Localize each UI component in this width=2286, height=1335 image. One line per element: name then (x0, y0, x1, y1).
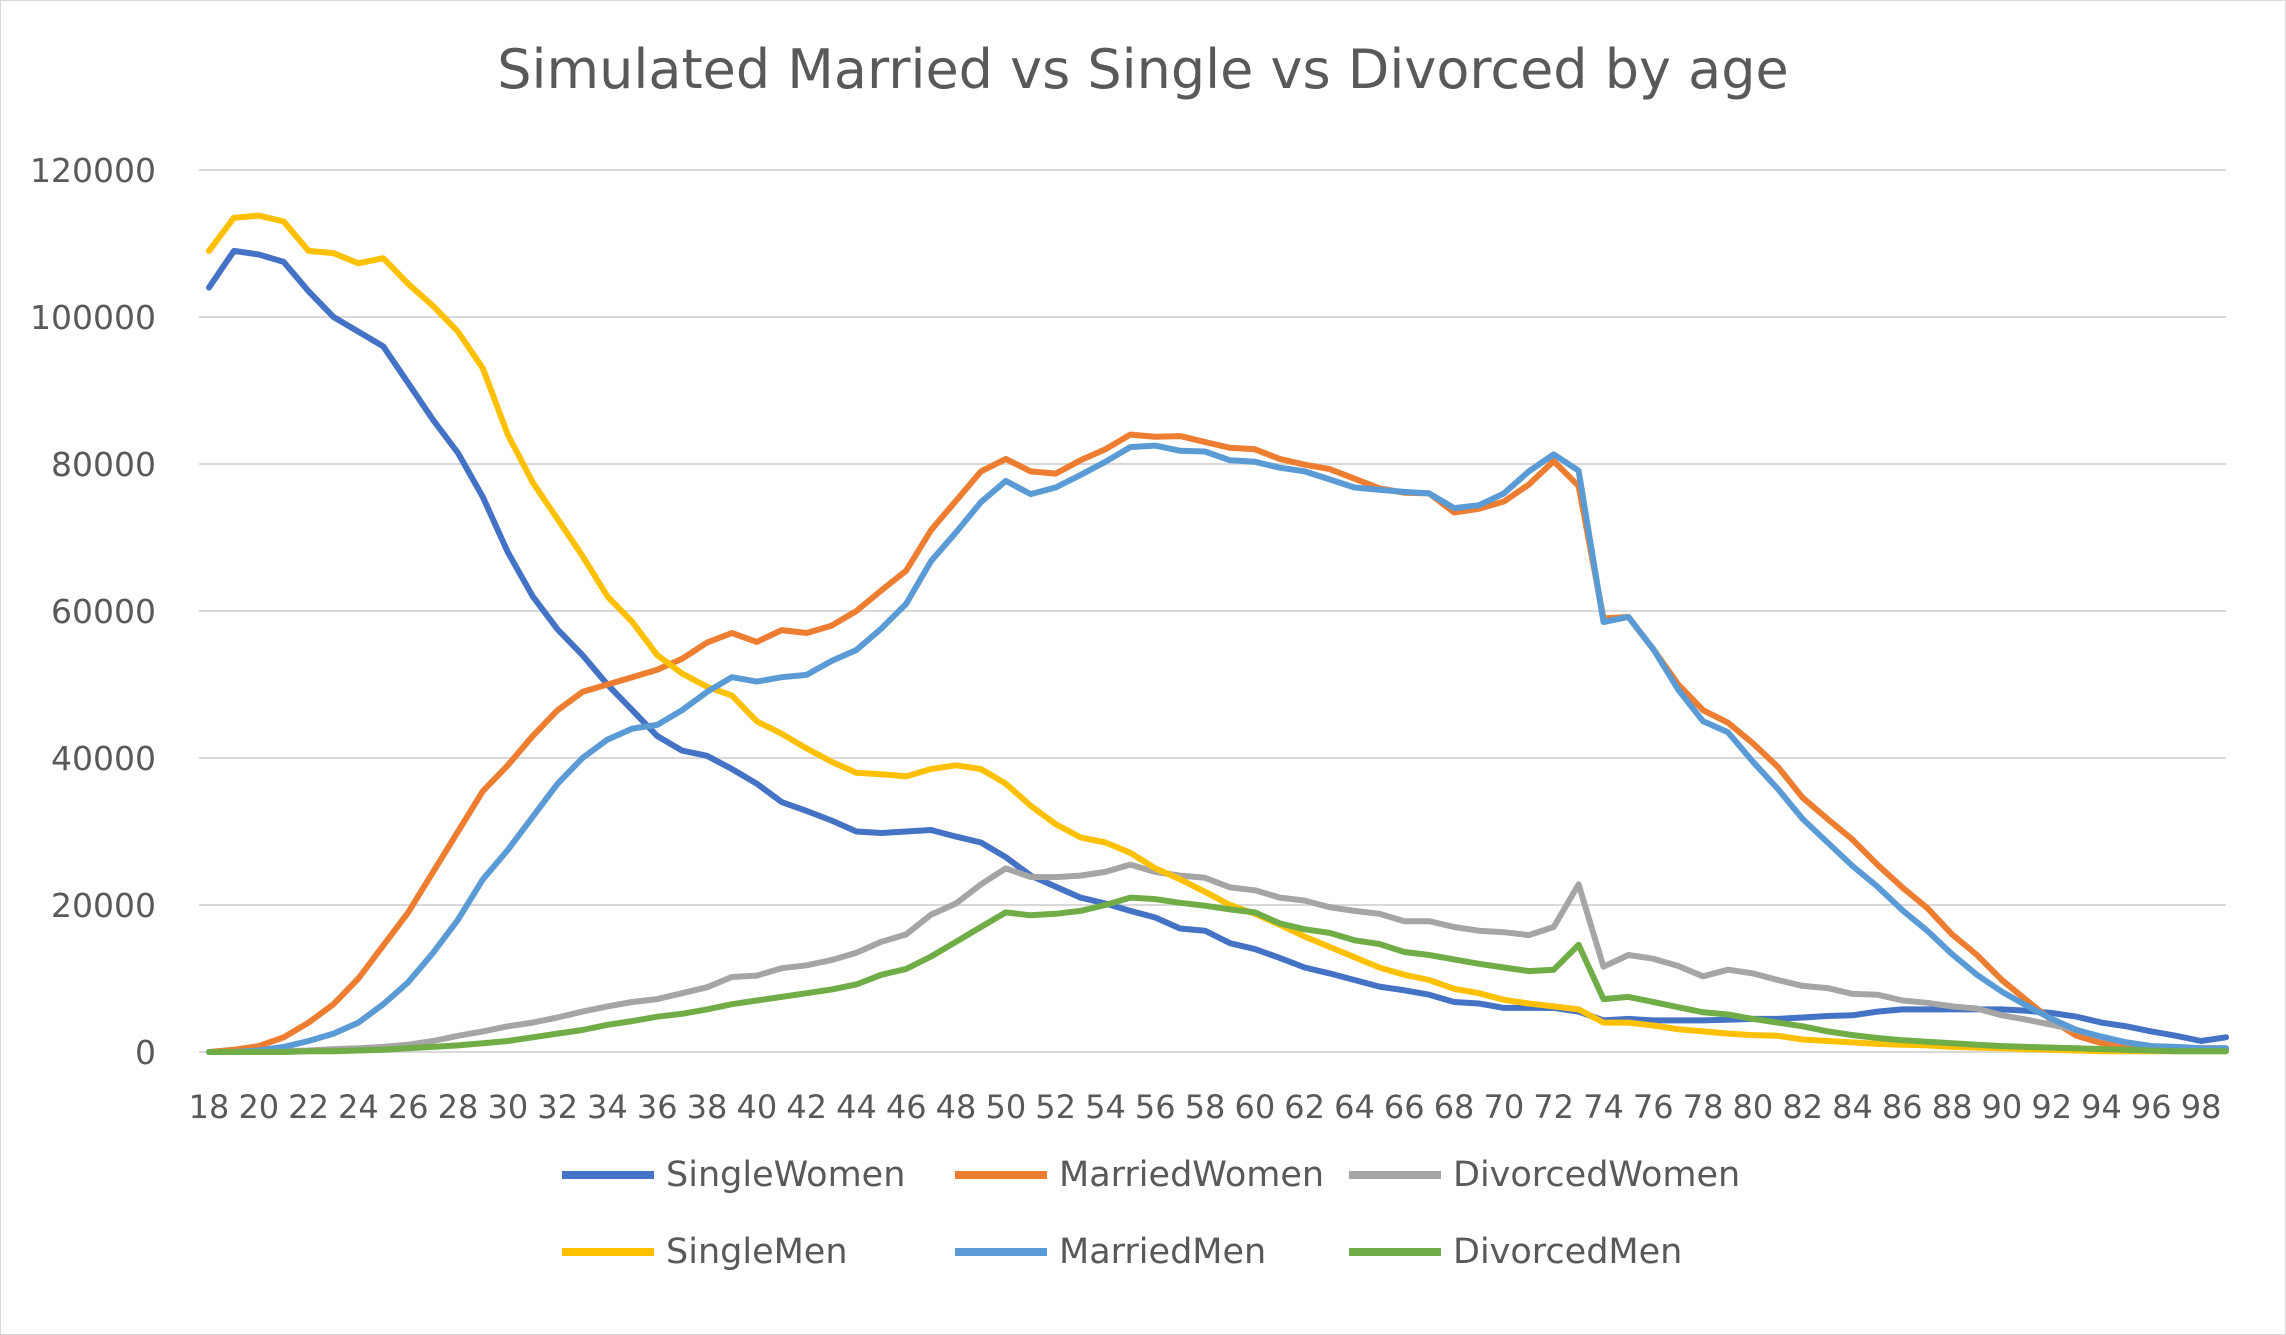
x-tick-label: 36 (637, 1088, 678, 1126)
y-tick-label: 60000 (51, 592, 156, 631)
x-tick-label: 76 (1633, 1088, 1674, 1126)
x-tick-label: 58 (1185, 1088, 1226, 1126)
x-tick-label: 40 (736, 1088, 777, 1126)
legend-swatch (955, 1171, 1047, 1179)
x-tick-label: 18 (189, 1088, 230, 1126)
x-tick-label: 42 (786, 1088, 827, 1126)
series-line-MarriedWomen (206, 431, 2229, 1055)
x-tick-label: 68 (1434, 1088, 1475, 1126)
legend-swatch (562, 1248, 654, 1256)
x-tick-label: 26 (388, 1088, 429, 1126)
legend-swatch (1349, 1171, 1441, 1179)
y-tick-label: 80000 (51, 445, 156, 484)
x-tick-label: 96 (2131, 1088, 2172, 1126)
legend-item-MarriedWomen: MarriedWomen (955, 1153, 1324, 1197)
x-tick-label: 28 (438, 1088, 479, 1126)
x-tick-label: 80 (1733, 1088, 1774, 1126)
x-tick-label: 88 (1932, 1088, 1973, 1126)
series-line-SingleMen (206, 212, 2229, 1055)
legend-item-SingleWomen: SingleWomen (562, 1153, 905, 1197)
legend-label: DivorcedWomen (1453, 1155, 1741, 1195)
x-tick-label: 44 (836, 1088, 877, 1126)
y-tick-label: 40000 (51, 739, 156, 778)
x-tick-label: 62 (1284, 1088, 1325, 1126)
x-tick-label: 64 (1334, 1088, 1375, 1126)
x-tick-label: 90 (1982, 1088, 2023, 1126)
series-line-SingleWomen (206, 247, 2229, 1044)
x-tick-label: 78 (1683, 1088, 1724, 1126)
legend-label: MarriedWomen (1059, 1155, 1325, 1195)
legend-item-MarriedMen: MarriedMen (955, 1230, 1266, 1274)
x-tick-label: 32 (537, 1088, 578, 1126)
x-tick-label: 24 (338, 1088, 379, 1126)
legend-label: MarriedMen (1059, 1232, 1267, 1272)
x-tick-label: 22 (288, 1088, 329, 1126)
legend-label: SingleMen (666, 1232, 848, 1272)
x-tick-label: 60 (1234, 1088, 1275, 1126)
x-tick-label: 34 (587, 1088, 628, 1126)
legend-label: DivorcedMen (1453, 1232, 1683, 1272)
legend-swatch (955, 1248, 1047, 1256)
legend-item-SingleMen: SingleMen (562, 1230, 848, 1274)
y-tick-label: 20000 (51, 886, 156, 925)
x-tick-label: 30 (487, 1088, 528, 1126)
legend-item-DivorcedWomen: DivorcedWomen (1349, 1153, 1740, 1197)
y-tick-label: 120000 (30, 151, 156, 190)
y-tick-label: 100000 (30, 298, 156, 337)
x-tick-label: 82 (1782, 1088, 1823, 1126)
series-line-MarriedMen (206, 442, 2229, 1055)
series-line-DivorcedWomen (206, 861, 2229, 1055)
legend-item-DivorcedMen: DivorcedMen (1349, 1230, 1682, 1274)
y-tick-label: 0 (135, 1033, 156, 1072)
x-tick-label: 54 (1085, 1088, 1126, 1126)
x-tick-label: 56 (1135, 1088, 1176, 1126)
x-tick-label: 48 (936, 1088, 977, 1126)
x-tick-label: 70 (1484, 1088, 1525, 1126)
x-tick-label: 72 (1533, 1088, 1574, 1126)
gridlines (199, 169, 2226, 1053)
x-tick-label: 38 (687, 1088, 728, 1126)
x-tick-label: 20 (238, 1088, 279, 1126)
x-tick-label: 94 (2081, 1088, 2122, 1126)
x-tick-label: 86 (1882, 1088, 1923, 1126)
series-line-DivorcedMen (206, 894, 2229, 1055)
x-axis-tick-labels: 18 20 22 24 26 28 30 32 34 36 38 40 42 44 46 48 50 52 54 56… (189, 1088, 2222, 1126)
x-tick-label: 50 (985, 1088, 1026, 1126)
legend-swatch (1349, 1248, 1441, 1256)
x-tick-label: 92 (2031, 1088, 2072, 1126)
x-tick-label: 98 (2181, 1088, 2222, 1126)
x-tick-label: 74 (1583, 1088, 1624, 1126)
x-tick-label: 46 (886, 1088, 927, 1126)
x-tick-label: 66 (1384, 1088, 1425, 1126)
legend-swatch (562, 1171, 654, 1179)
chart-title: Simulated Married vs Single vs Divorced … (497, 38, 1789, 101)
y-axis-tick-labels: 0 20000 40000 60000 80000 100000 120000 (30, 151, 156, 1072)
legend-label: SingleWomen (666, 1155, 906, 1195)
x-tick-label: 84 (1832, 1088, 1873, 1126)
x-tick-label: 52 (1035, 1088, 1076, 1126)
series-lines (206, 212, 2229, 1055)
